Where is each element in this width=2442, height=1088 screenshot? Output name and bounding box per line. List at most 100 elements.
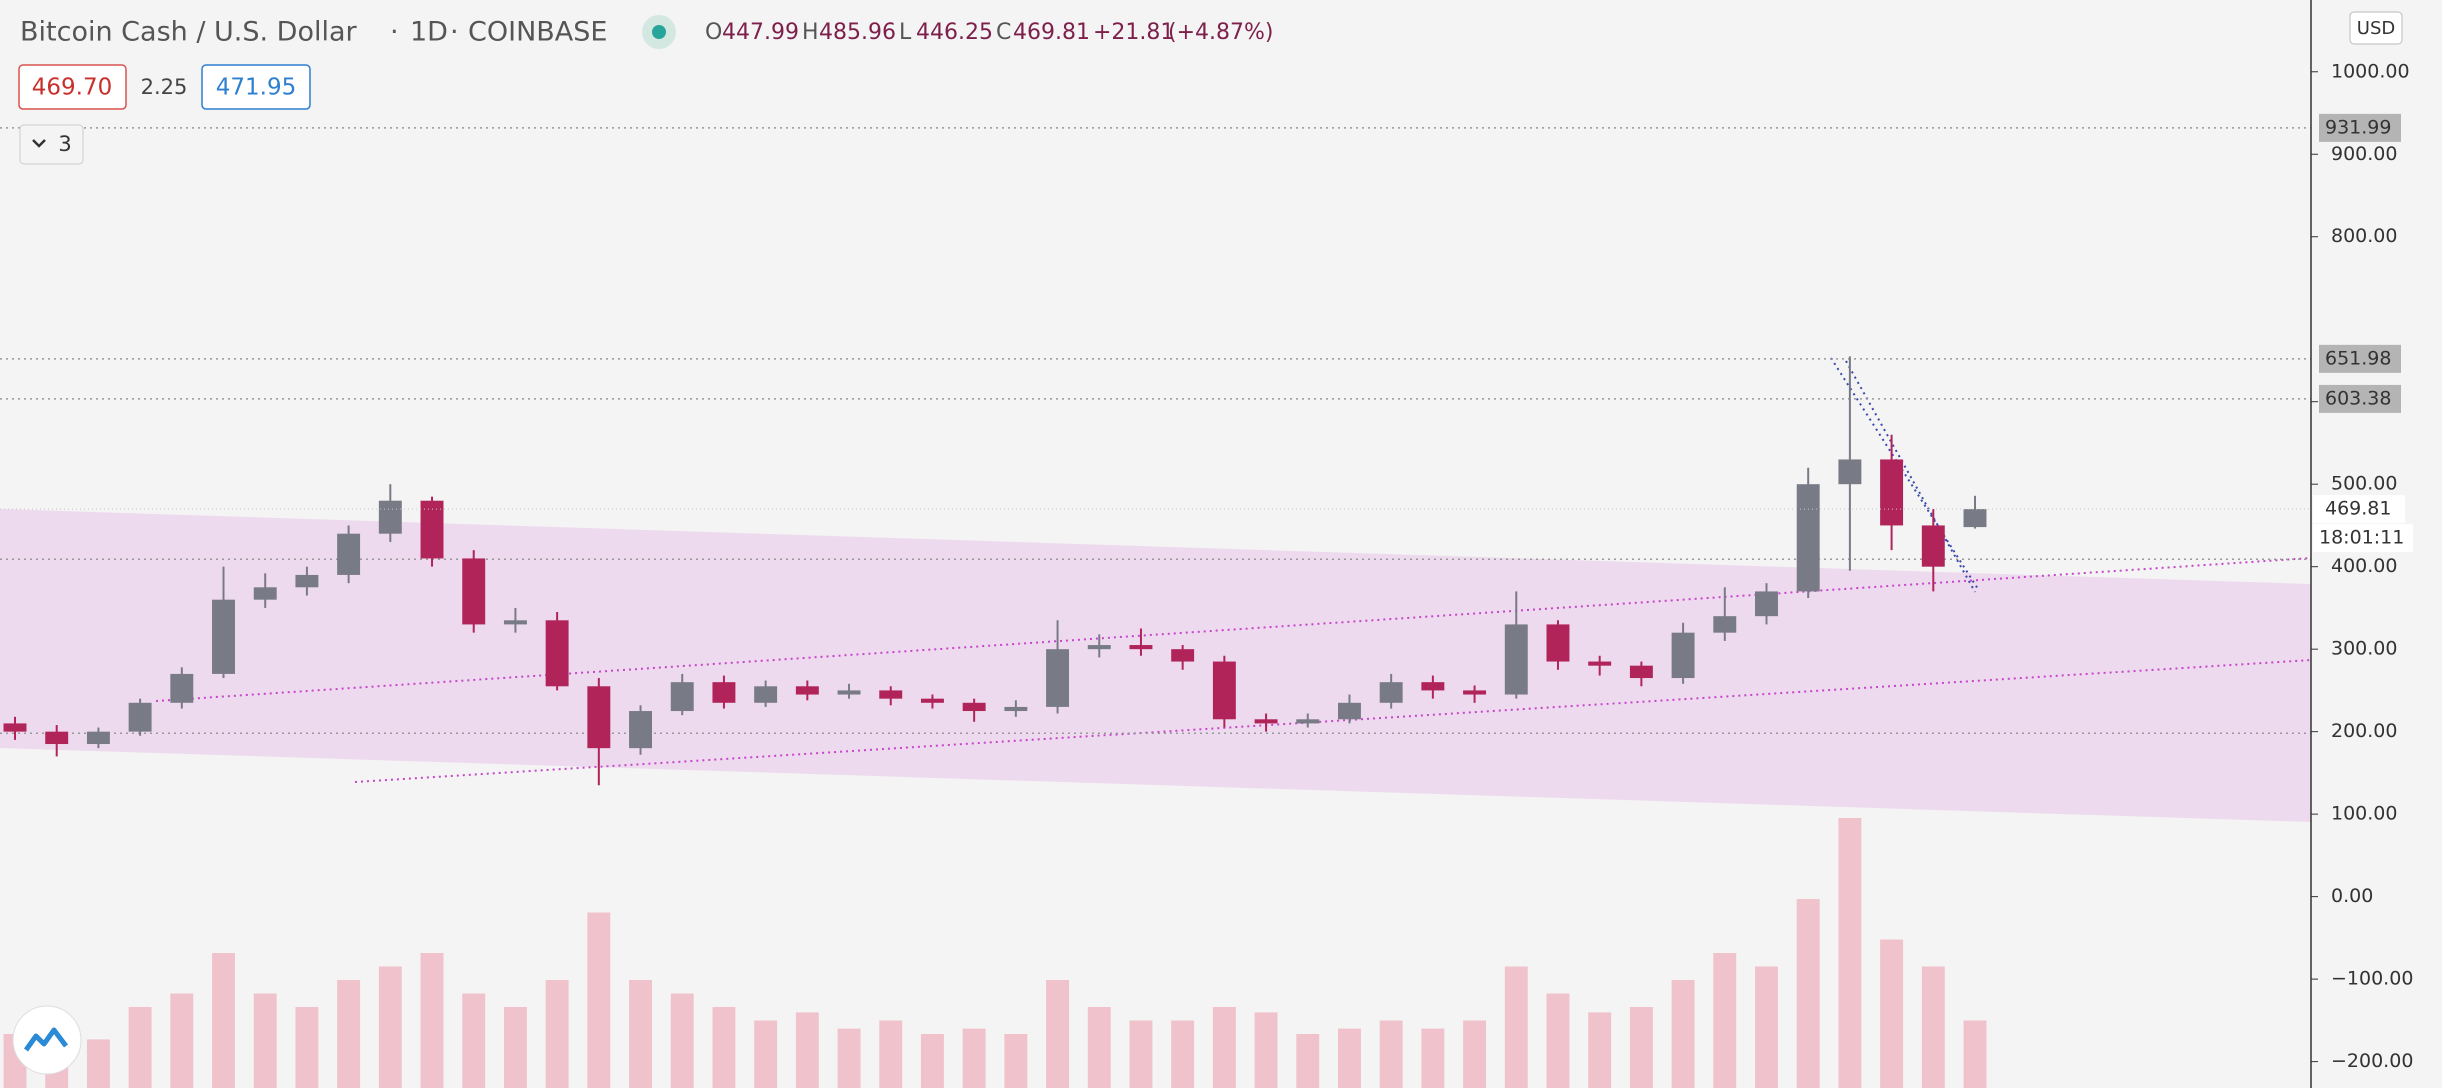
candle-body	[420, 500, 444, 559]
candle-body	[1338, 702, 1361, 720]
last-price-box	[2313, 495, 2405, 524]
level-label: 651.98	[2325, 347, 2391, 369]
volume-bar	[1129, 1020, 1153, 1088]
y-tick-label: −100.00	[2331, 968, 2413, 990]
candle-body	[1254, 719, 1278, 724]
price-axis: 1000.00900.00800.00600.00500.00400.00300…	[2311, 60, 2413, 1072]
candle-body	[337, 533, 361, 575]
y-tick-label: 0.00	[2331, 885, 2373, 907]
trend-line	[1845, 360, 1976, 593]
candle-body	[1713, 616, 1737, 633]
exchange: COINBASE	[468, 17, 607, 48]
candle-body	[212, 599, 235, 674]
candle-body	[1463, 690, 1487, 695]
ohlc-value: 447.99	[722, 20, 799, 45]
candle-body	[1421, 682, 1445, 691]
level-label-box	[2319, 384, 2401, 413]
volume-bar	[1921, 966, 1945, 1088]
volume-bar	[962, 1028, 986, 1088]
volume-bar	[337, 980, 361, 1088]
candle-body	[587, 686, 611, 749]
candle-body	[712, 682, 736, 703]
candle-body	[670, 682, 694, 712]
market-status-dot	[652, 25, 666, 39]
symbol: Bitcoin Cash / U.S. Dollar	[20, 17, 358, 48]
candle-body	[962, 702, 986, 712]
candle-body	[45, 731, 69, 745]
y-tick-label: −200.00	[2331, 1050, 2413, 1072]
separator: ·	[450, 17, 459, 48]
volume-bar	[1046, 980, 1070, 1088]
ohlc-label: L	[899, 20, 912, 45]
candle-body	[3, 723, 27, 732]
candle-body	[253, 587, 277, 600]
volume-bar	[1421, 1028, 1445, 1088]
volume-bar	[837, 1028, 861, 1088]
level-label-box	[2319, 344, 2401, 373]
candle-body	[1921, 525, 1945, 567]
candle-body	[462, 558, 486, 625]
volume-bar	[1463, 1020, 1487, 1088]
y-tick-label: 900.00	[2331, 143, 2397, 165]
candle-body	[1004, 706, 1028, 712]
candle-body	[1546, 624, 1570, 662]
parallel-channel	[0, 509, 2311, 822]
trend-line	[354, 659, 2312, 783]
volume-bar	[1838, 818, 1862, 1088]
volume-bar	[86, 1039, 110, 1088]
candle-body	[1087, 645, 1111, 650]
currency-button[interactable]	[2349, 11, 2403, 45]
ask: 471.95	[216, 75, 296, 101]
volume-bar	[1212, 1007, 1236, 1088]
candle-body	[1629, 665, 1653, 679]
volume-bar	[545, 980, 569, 1088]
logo-icon	[23, 1027, 68, 1052]
y-tick-label: 800.00	[2331, 225, 2397, 247]
candle-body	[795, 686, 819, 695]
level-label-box	[2319, 113, 2401, 142]
volume-bar	[879, 1020, 903, 1088]
candle-body	[128, 702, 152, 732]
separator: ·	[390, 17, 399, 48]
candle-body	[503, 620, 527, 625]
volume-bar	[1004, 1034, 1028, 1088]
ohlc-label: C	[996, 20, 1011, 45]
volume-bar	[1588, 1012, 1612, 1088]
volume-bar	[1504, 966, 1528, 1088]
candle-body	[545, 620, 569, 687]
volume-bar	[378, 966, 402, 1088]
countdown-box	[2313, 524, 2413, 553]
change-percent: (+4.87%)	[1168, 20, 1274, 45]
volume-bar	[253, 993, 277, 1088]
ask-box[interactable]	[201, 64, 311, 110]
ohlc-value: 446.25	[916, 20, 993, 45]
candle-body	[170, 673, 194, 703]
candle-body	[1755, 591, 1778, 617]
spread: 2.25	[141, 75, 188, 99]
ohlc-value: 485.96	[819, 20, 896, 45]
candle-body	[754, 686, 778, 703]
plot-area	[0, 127, 2311, 1088]
currency: USD	[2357, 18, 2395, 39]
candle-body	[1588, 661, 1612, 666]
change: +21.81	[1093, 20, 1174, 45]
y-tick-label: 200.00	[2331, 720, 2397, 742]
candle-body	[1963, 509, 1987, 528]
volume-bar	[1629, 1007, 1653, 1088]
level-label: 931.99	[2325, 116, 2391, 138]
volume-bar	[920, 1034, 944, 1088]
volume-bar	[1880, 939, 1904, 1088]
indicators-toggle[interactable]	[19, 124, 84, 165]
volume-bar	[670, 993, 694, 1088]
chevron-icon	[32, 139, 46, 148]
volume-bar	[1254, 1012, 1278, 1088]
volume-bar	[295, 1007, 319, 1088]
volume-bar	[503, 1007, 527, 1088]
interval: 1D	[410, 17, 448, 48]
volume-bar	[795, 1012, 819, 1088]
ohlc-label: O	[705, 20, 722, 45]
volume-bar	[1713, 953, 1737, 1088]
y-tick-label: 100.00	[2331, 803, 2397, 825]
bid-box[interactable]	[18, 64, 127, 110]
